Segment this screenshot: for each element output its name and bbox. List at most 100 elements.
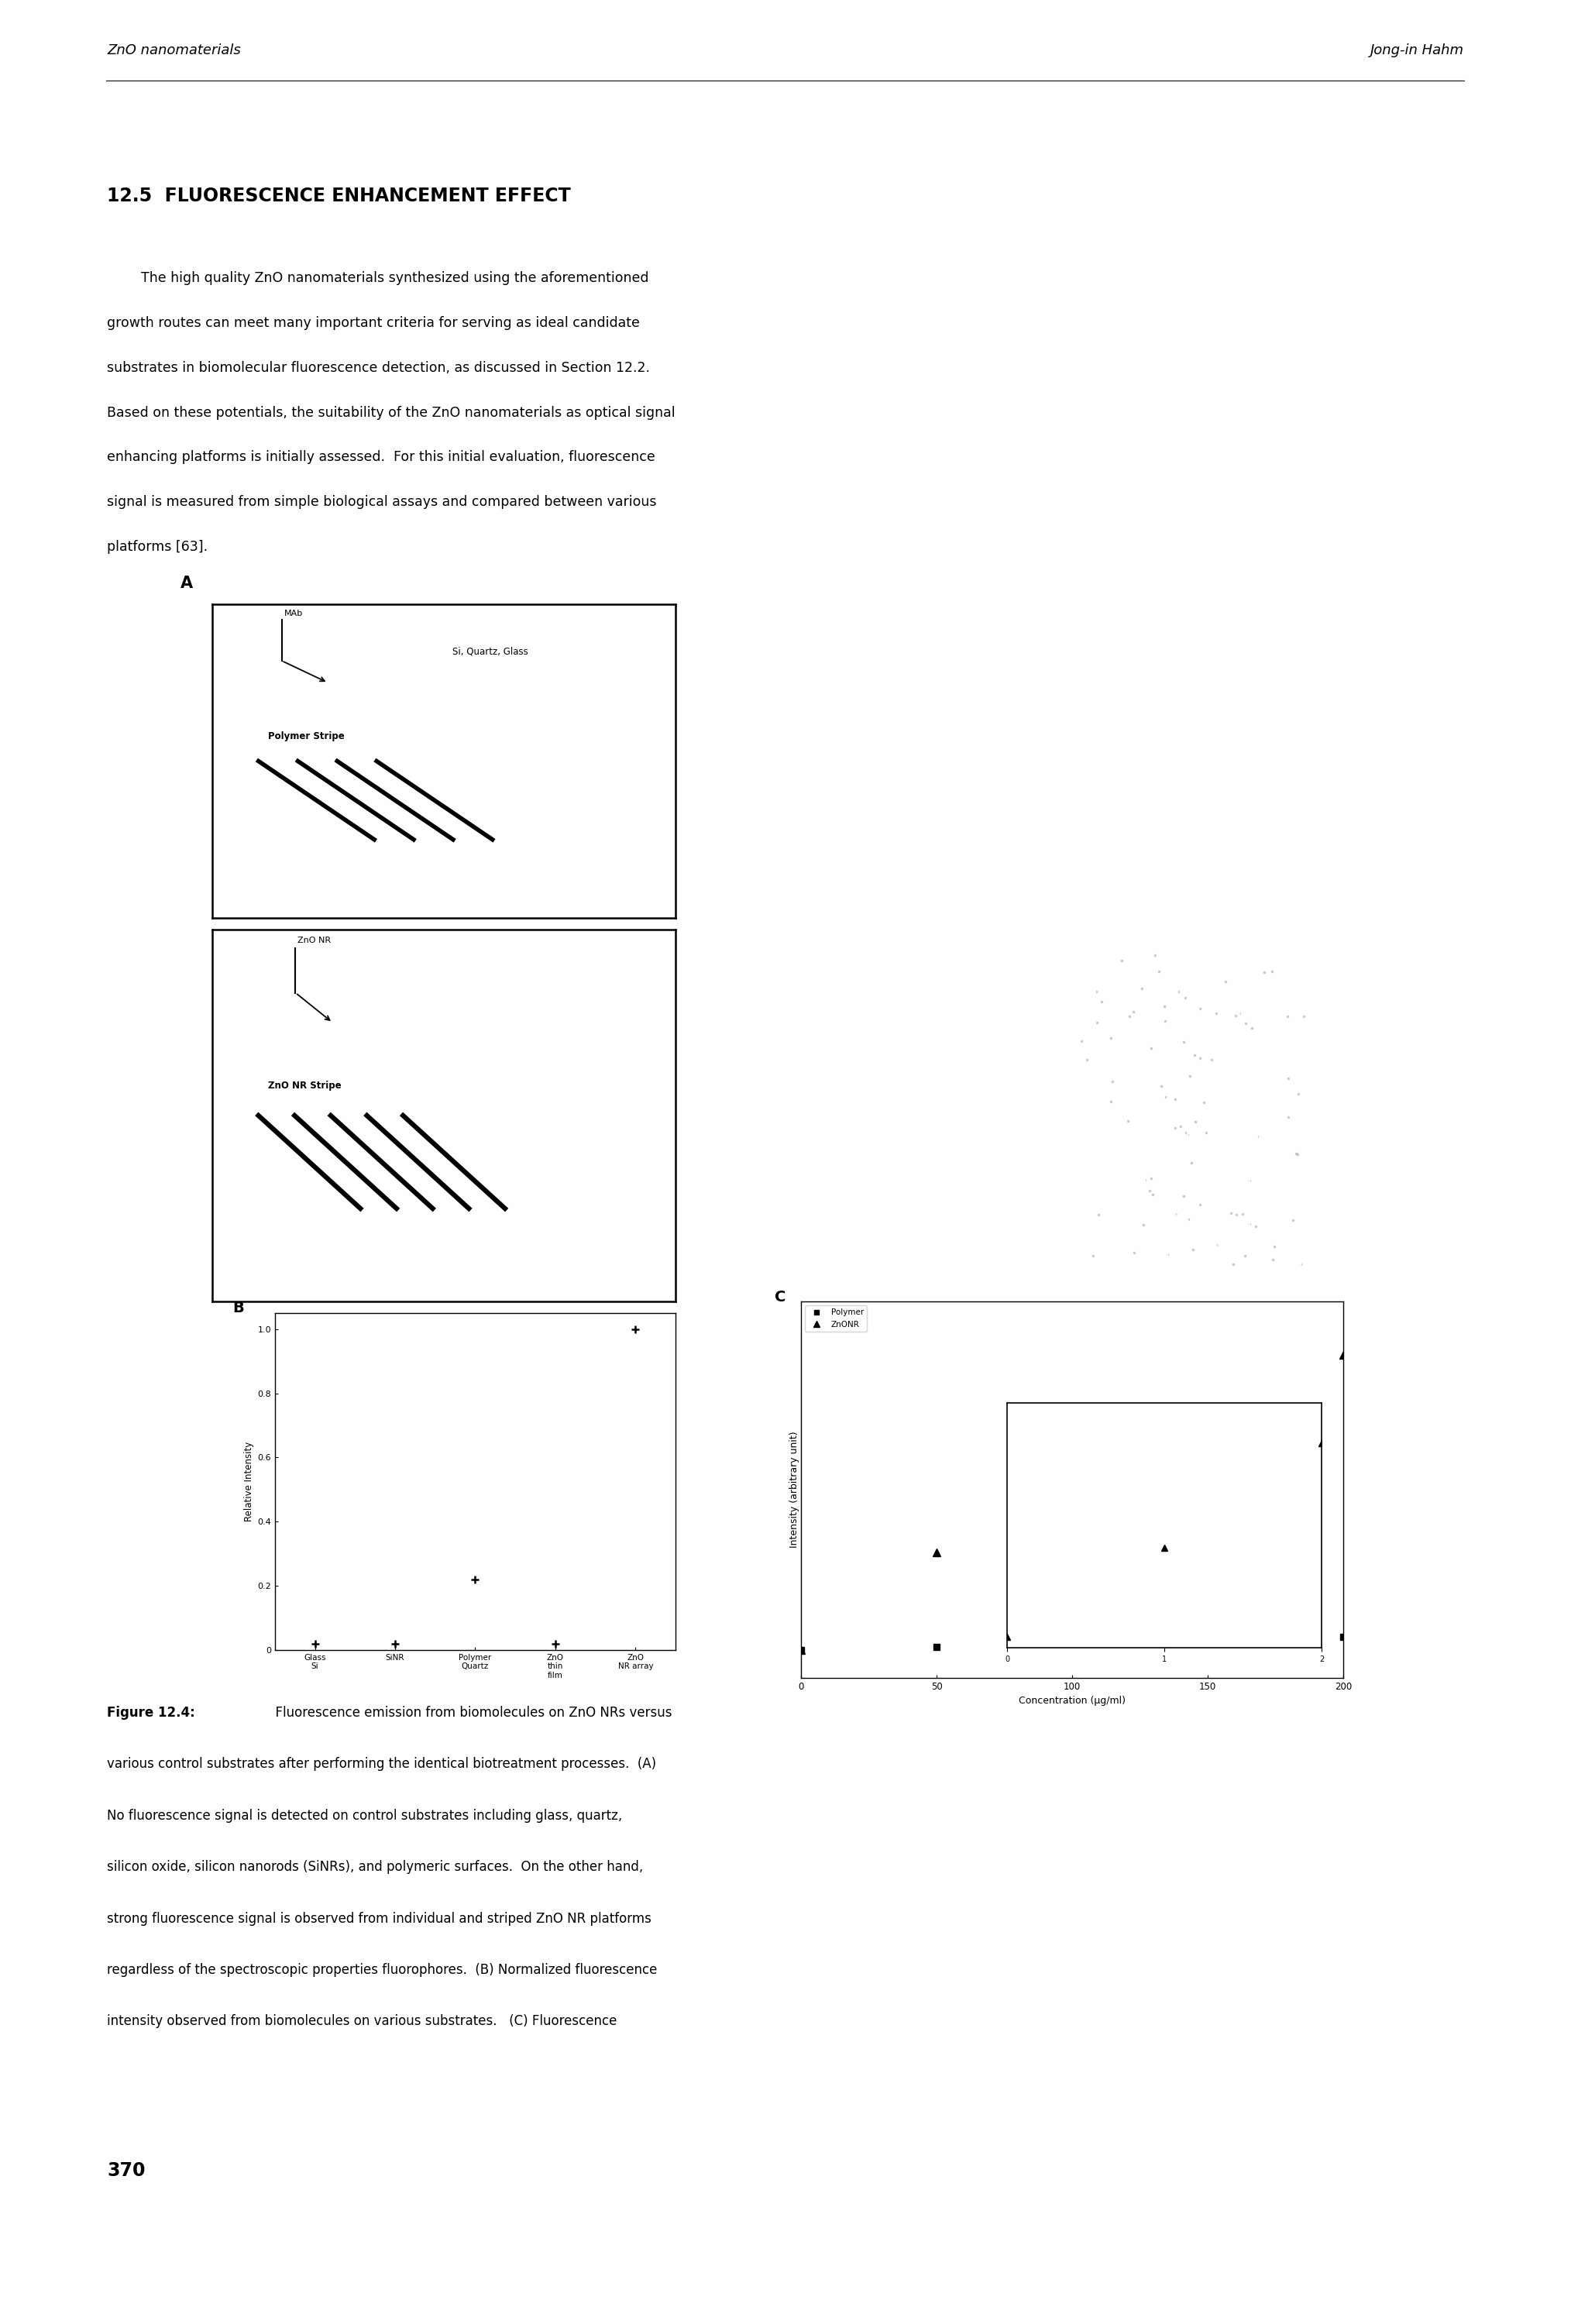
Point xyxy=(1089,983,1114,1020)
Point xyxy=(1227,995,1252,1032)
Text: 12.5  FLUORESCENCE ENHANCEMENT EFFECT: 12.5 FLUORESCENCE ENHANCEMENT EFFECT xyxy=(107,188,570,207)
X-axis label: Concentration (μg/ml): Concentration (μg/ml) xyxy=(1018,1697,1126,1706)
Text: intensity observed from biomolecules on various substrates.   (C) Fluorescence: intensity observed from biomolecules on … xyxy=(107,2015,617,2029)
Point xyxy=(1137,1171,1163,1208)
Point xyxy=(1139,1160,1164,1197)
Point xyxy=(1174,978,1199,1016)
Point xyxy=(1252,953,1277,990)
Point xyxy=(1163,1109,1188,1146)
Point xyxy=(1098,1083,1123,1120)
Point xyxy=(1172,1023,1197,1060)
Point xyxy=(1188,990,1213,1027)
Point xyxy=(1180,1232,1205,1269)
Point xyxy=(1258,953,1284,990)
Text: enhancing platforms is initially assessed.  For this initial evaluation, fluores: enhancing platforms is initially assesse… xyxy=(107,451,655,465)
Text: 370: 370 xyxy=(107,2161,145,2180)
Point xyxy=(1075,1041,1100,1078)
Point xyxy=(1284,1134,1309,1171)
Point xyxy=(1183,1104,1208,1141)
Point xyxy=(1240,1009,1265,1046)
Text: strong fluorescence signal is observed from individual and striped ZnO NR platfo: strong fluorescence signal is observed f… xyxy=(107,1913,652,1927)
Point xyxy=(1163,1081,1188,1118)
Point xyxy=(1194,1113,1219,1150)
Point xyxy=(1122,1234,1147,1271)
Point xyxy=(1232,1236,1257,1274)
Text: Si, Quartz, Glass: Si, Quartz, Glass xyxy=(452,646,528,655)
Point xyxy=(1153,1002,1178,1039)
Point xyxy=(1291,997,1316,1034)
Point xyxy=(1191,1083,1216,1120)
Point xyxy=(1287,1076,1312,1113)
Point xyxy=(1169,1109,1194,1146)
Point xyxy=(1276,1060,1301,1097)
Point xyxy=(1120,992,1145,1030)
Text: B: B xyxy=(233,1301,244,1315)
Text: Polymer Stripe: Polymer Stripe xyxy=(267,732,344,741)
Text: substrates in biomolecular fluorescence detection, as discussed in Section 12.2.: substrates in biomolecular fluorescence … xyxy=(107,360,650,374)
Text: ZnO NR Stripe: ZnO NR Stripe xyxy=(267,1081,341,1090)
Point xyxy=(1109,941,1134,978)
Point xyxy=(1233,1004,1258,1041)
Text: various control substrates after performing the identical biotreatment processes: various control substrates after perform… xyxy=(107,1757,657,1771)
Point xyxy=(1166,974,1191,1011)
Text: Fluorescence emission from biomolecules on ZnO NRs versus: Fluorescence emission from biomolecules … xyxy=(267,1706,672,1720)
Point xyxy=(1276,1099,1301,1136)
Point xyxy=(1100,1062,1125,1099)
Point xyxy=(1199,1041,1224,1078)
Text: No fluorescence signal is detected on control substrates including glass, quartz: No fluorescence signal is detected on co… xyxy=(107,1808,622,1822)
Point xyxy=(1139,1030,1164,1067)
Legend: Polymer, ZnONR: Polymer, ZnONR xyxy=(806,1306,867,1332)
Text: A: A xyxy=(181,576,193,590)
Point xyxy=(1230,1195,1255,1232)
Point xyxy=(1164,1195,1189,1232)
Text: The high quality ZnO nanomaterials synthesized using the aforementioned: The high quality ZnO nanomaterials synth… xyxy=(107,272,649,286)
Point xyxy=(1148,1067,1174,1104)
Point xyxy=(1243,1208,1268,1246)
Point xyxy=(1238,1206,1263,1243)
Point xyxy=(1285,1136,1310,1174)
Point xyxy=(1155,1236,1180,1274)
Point xyxy=(1084,974,1109,1011)
Text: Based on these potentials, the suitability of the ZnO nanomaterials as optical s: Based on these potentials, the suitabili… xyxy=(107,404,676,418)
Point xyxy=(1084,1004,1109,1041)
Text: Figure 12.4:: Figure 12.4: xyxy=(107,1706,195,1720)
Text: regardless of the spectroscopic properties fluorophores.  (B) Normalized fluores: regardless of the spectroscopic properti… xyxy=(107,1964,657,1978)
Point xyxy=(1081,1236,1106,1274)
Text: C: C xyxy=(775,1290,786,1304)
Point xyxy=(1172,1178,1197,1215)
Point xyxy=(1115,1102,1141,1139)
Point xyxy=(1134,1162,1159,1199)
Point xyxy=(1288,1246,1313,1283)
Y-axis label: Intensity (arbitrary unit): Intensity (arbitrary unit) xyxy=(789,1432,800,1548)
Text: silicon oxide, silicon nanorods (SiNRs), and polymeric surfaces.  On the other h: silicon oxide, silicon nanorods (SiNRs),… xyxy=(107,1859,643,1873)
Point xyxy=(1098,1020,1123,1057)
Text: signal is measured from simple biological assays and compared between various: signal is measured from simple biologica… xyxy=(107,495,657,509)
Point xyxy=(1224,1197,1249,1234)
Point xyxy=(1181,1037,1207,1074)
Point xyxy=(1260,1241,1285,1278)
Point xyxy=(1141,1176,1166,1213)
Text: growth routes can meet many important criteria for serving as ideal candidate: growth routes can meet many important cr… xyxy=(107,316,639,330)
Text: ZnO nanomaterials: ZnO nanomaterials xyxy=(107,44,240,58)
Point xyxy=(1086,1197,1111,1234)
Point xyxy=(1188,1185,1213,1222)
Point xyxy=(1068,1023,1093,1060)
Point xyxy=(1280,1202,1306,1239)
Point xyxy=(1274,997,1299,1034)
Point xyxy=(1147,953,1172,990)
Point xyxy=(1174,1113,1199,1150)
Point xyxy=(1246,1118,1271,1155)
Point xyxy=(1218,1195,1243,1232)
Point xyxy=(1221,1246,1246,1283)
Point xyxy=(1178,1143,1203,1181)
Y-axis label: Relative Intensity: Relative Intensity xyxy=(244,1441,255,1522)
Text: platforms [63].: platforms [63]. xyxy=(107,539,207,553)
Point xyxy=(1262,1227,1287,1264)
Point xyxy=(1236,1162,1262,1199)
Point xyxy=(1131,1206,1156,1243)
Point xyxy=(1213,962,1238,999)
Point xyxy=(1203,995,1229,1032)
Point xyxy=(1130,969,1155,1006)
Point xyxy=(1188,1039,1213,1076)
Text: Jong-in Hahm: Jong-in Hahm xyxy=(1370,44,1464,58)
